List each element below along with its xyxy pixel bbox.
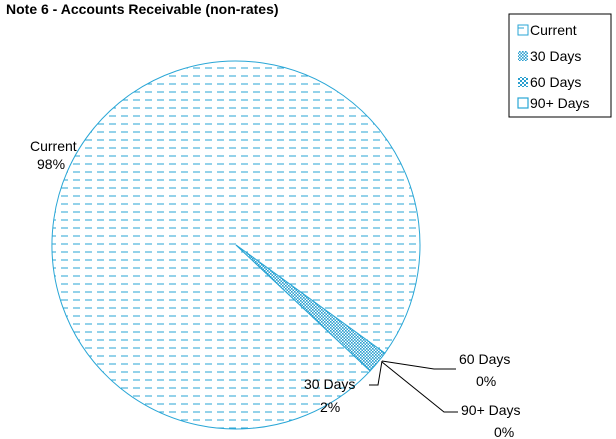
legend-swatch-current [517, 24, 529, 36]
leader-line-90-days [381, 361, 458, 413]
leader-lines [369, 360, 458, 413]
slice-30-days [235, 244, 386, 372]
label-current-name: Current [30, 138, 77, 154]
label-90-days-name: 90+ Days [461, 402, 521, 418]
legend-label-30-days: 30 Days [530, 48, 581, 64]
legend-label-60-days: 60 Days [530, 74, 581, 90]
label-60-days-name: 60 Days [459, 351, 510, 367]
leader-line-30-days [369, 360, 383, 386]
label-30-days-value: 2% [320, 399, 340, 415]
chart-title: Note 6 - Accounts Receivable (non-rates) [6, 1, 279, 17]
legend: Current 30 Days 60 Days 90+ Days [508, 13, 612, 118]
label-90-days-value: 0% [494, 424, 514, 439]
legend-label-current: Current [530, 22, 577, 38]
label-current-value: 98% [37, 156, 65, 172]
legend-swatch-60-days [518, 77, 528, 87]
leader-line-60-days [381, 360, 456, 370]
legend-label-90-days: 90+ Days [530, 95, 590, 111]
legend-swatch-30-days [518, 51, 528, 61]
pie-slices [51, 60, 421, 430]
label-30-days-name: 30 Days [304, 376, 355, 392]
legend-swatch-90-days [517, 97, 529, 109]
label-60-days-value: 0% [476, 373, 496, 389]
